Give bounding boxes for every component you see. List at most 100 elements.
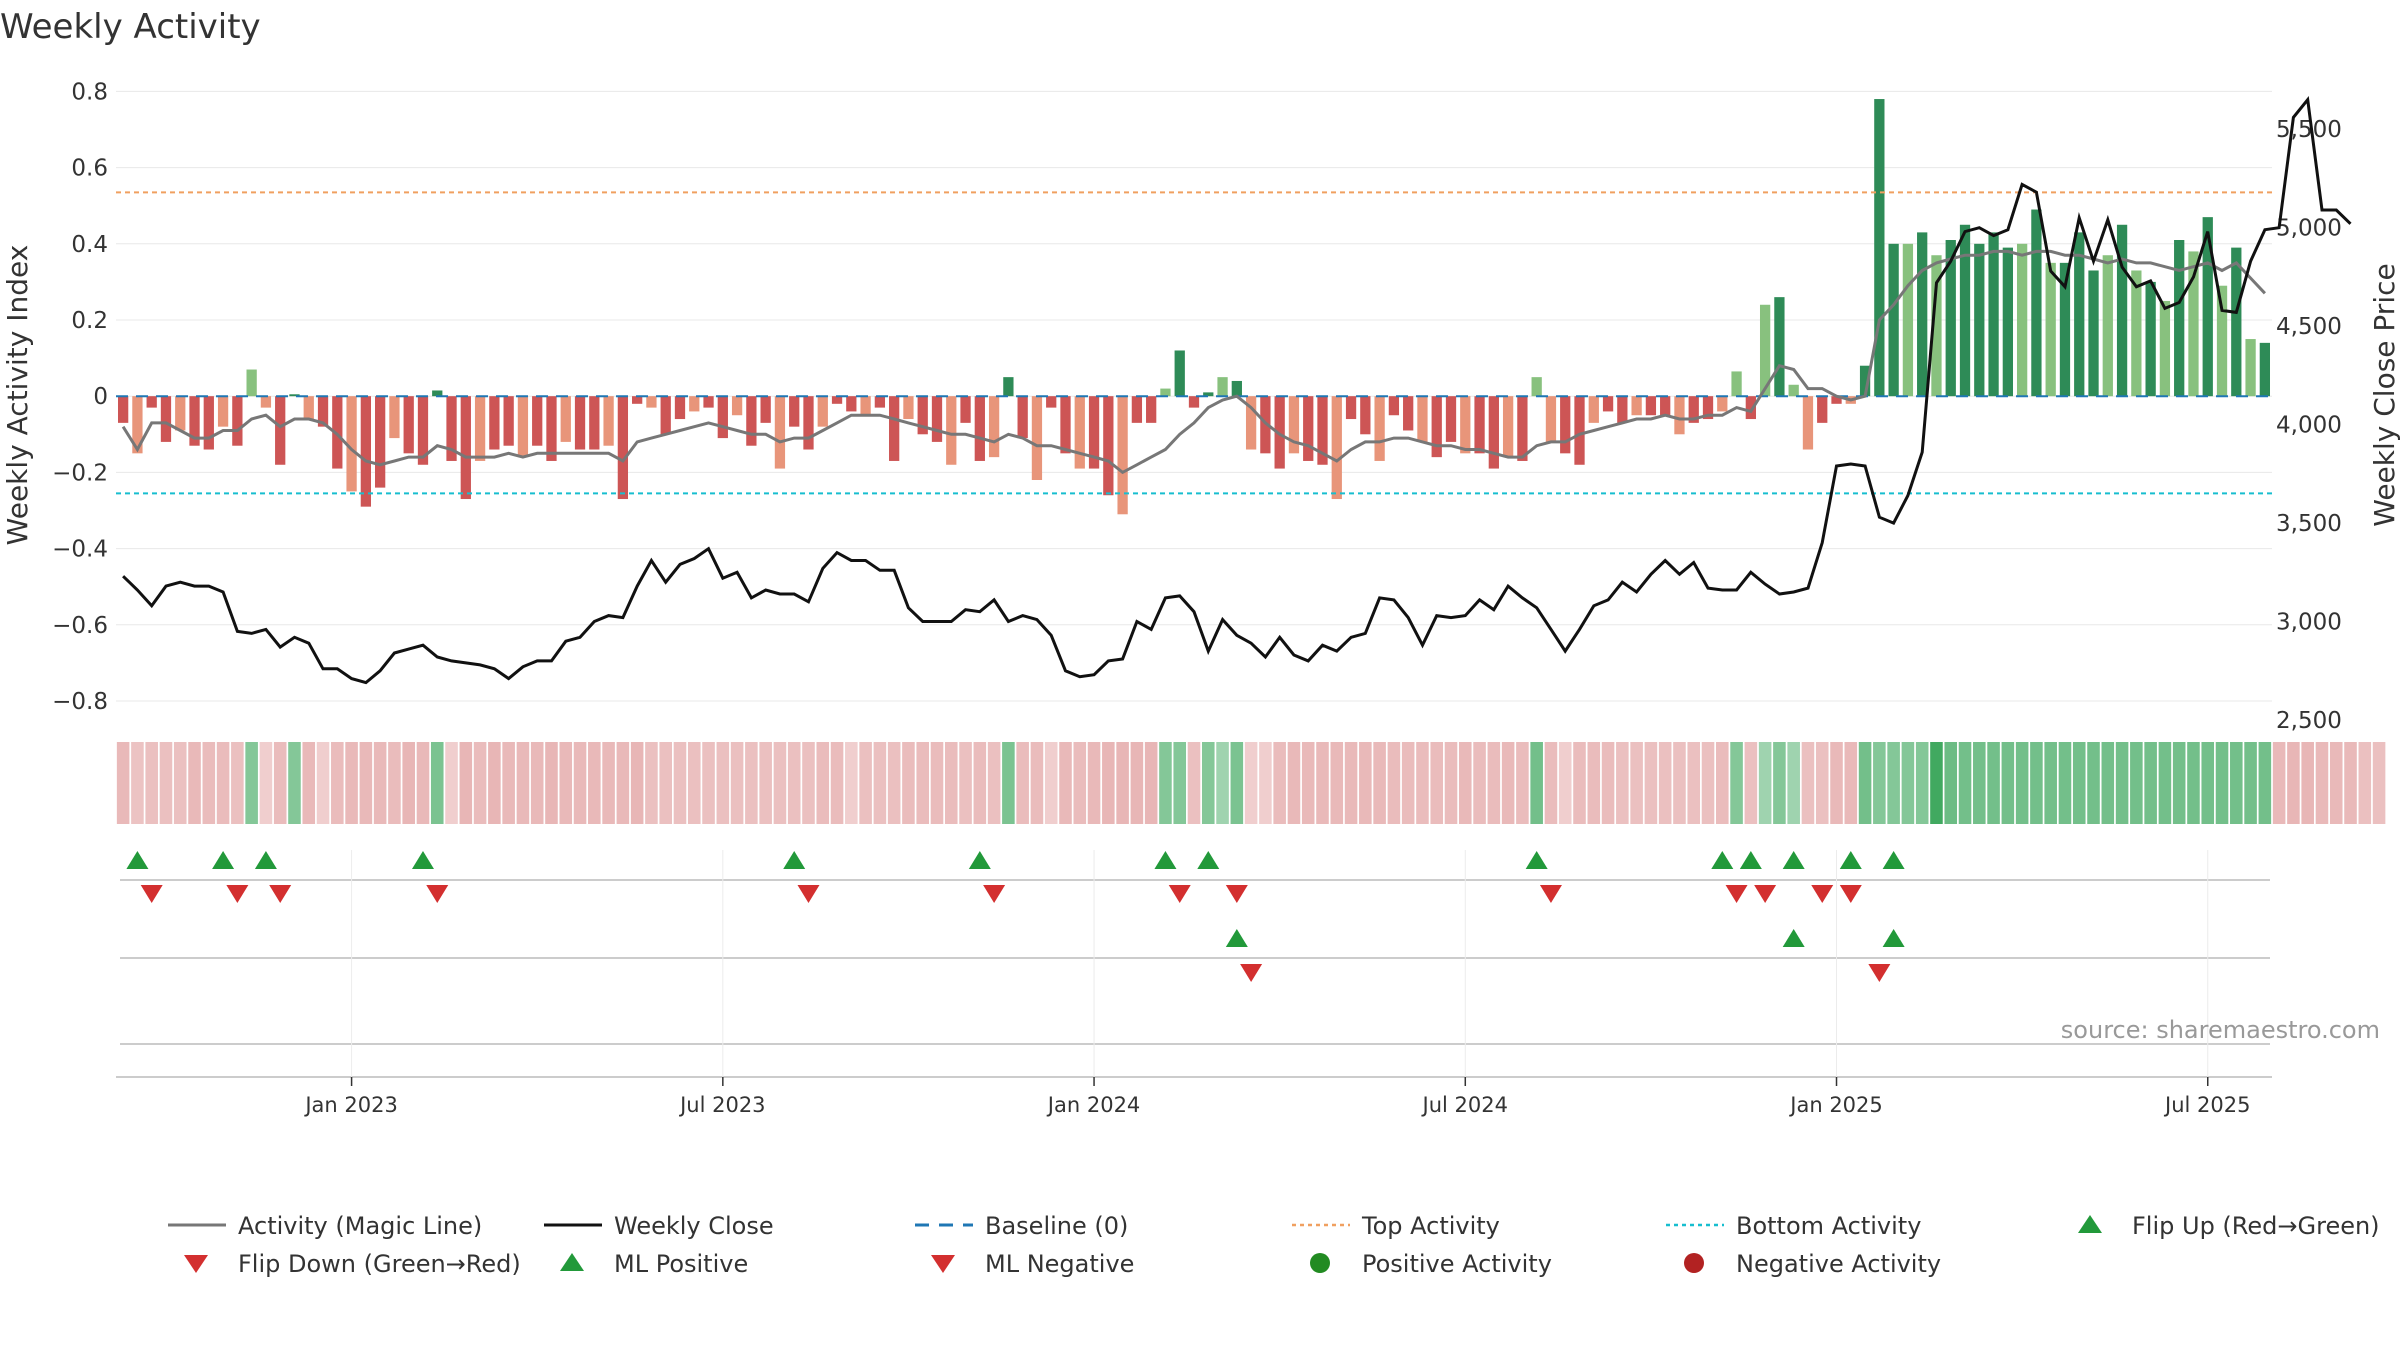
activity-bar <box>803 396 814 450</box>
ribbon-cell <box>1044 742 1058 824</box>
activity-bar <box>1060 396 1071 454</box>
activity-bar <box>2074 232 2085 397</box>
ribbon-cell <box>2187 742 2200 824</box>
activity-bar <box>1174 350 1185 397</box>
activity-bar <box>2231 247 2242 397</box>
activity-bar <box>1531 377 1542 397</box>
ribbon-cell <box>231 742 244 824</box>
ribbon-cell <box>302 742 316 824</box>
ribbon-cell <box>1487 742 1501 824</box>
ribbon-cell <box>1616 742 1629 824</box>
ribbon-cell <box>559 742 573 824</box>
ribbon-cell <box>1658 742 1672 824</box>
ribbon-cell <box>916 742 929 824</box>
activity-bar <box>546 396 557 461</box>
x-tick-label: Jul 2024 <box>1421 1093 1508 1117</box>
activity-bar <box>1245 396 1257 450</box>
legend-swatch <box>2078 1215 2102 1233</box>
ribbon-cell <box>2372 742 2386 824</box>
legend-swatch <box>184 1255 208 1273</box>
ribbon-cell <box>488 742 501 824</box>
flip-down-marker <box>1725 885 1748 903</box>
ribbon-cell <box>2329 742 2343 824</box>
ribbon-cell <box>1301 742 1315 824</box>
activity-bar <box>389 396 400 439</box>
ribbon-cell <box>188 742 201 824</box>
activity-bar <box>1702 396 1714 420</box>
activity-bar <box>1388 396 1400 416</box>
activity-bar <box>1902 243 1914 397</box>
ribbon-cell <box>1444 742 1458 824</box>
flip-up-marker <box>1711 851 1734 869</box>
flip-down-marker <box>1168 885 1191 903</box>
ribbon-cell <box>131 742 144 824</box>
ribbon-cell <box>1687 742 1701 824</box>
activity-bar <box>203 396 214 450</box>
activity-bar <box>360 396 372 507</box>
ribbon-cell <box>616 742 630 824</box>
activity-bar <box>2131 270 2142 397</box>
ribbon-cell <box>1102 742 1115 824</box>
chart-title: Weekly Activity <box>0 7 261 47</box>
ribbon-cell <box>787 742 801 824</box>
activity-bar <box>1831 396 1842 404</box>
ribbon-cell <box>1344 742 1358 824</box>
ribbon-cell <box>2030 742 2043 824</box>
ribbon-cell <box>973 742 987 824</box>
activity-bar <box>1817 396 1828 423</box>
activity-bar <box>1545 396 1557 442</box>
activity-bar <box>1488 396 1499 469</box>
activity-bar <box>817 396 828 427</box>
activity-bar <box>1431 396 1442 458</box>
ribbon-cell <box>1130 742 1144 824</box>
ribbon-cell <box>2115 742 2129 824</box>
ribbon-cell <box>1216 742 1229 824</box>
y2-axis-ticks: 5,500 5,000 4,500 4,000 3,500 3,000 2,500 <box>2276 117 2342 734</box>
activity-bar <box>2016 243 2028 397</box>
activity-bar <box>1759 304 1771 397</box>
activity-bar <box>1988 232 1999 397</box>
ribbon-cell <box>1773 742 1786 824</box>
activity-bar <box>375 396 386 488</box>
ribbon-cell <box>530 742 544 824</box>
ribbon-cell <box>1059 742 1072 824</box>
ribbon-cell <box>1316 742 1329 824</box>
flip-down-marker <box>983 885 1006 903</box>
ribbon-cell <box>1815 742 1829 824</box>
activity-bar <box>1217 377 1228 397</box>
ribbon-cell <box>459 742 473 824</box>
activity-bar <box>1117 396 1128 515</box>
ribbon-cell <box>1030 742 1044 824</box>
activity-bar <box>160 396 172 442</box>
activity-bar <box>1588 396 1599 423</box>
activity-bar <box>1360 396 1371 435</box>
ribbon-cell <box>1516 742 1529 824</box>
ribbon-cell <box>1915 742 1929 824</box>
flip-up-marker <box>212 851 235 869</box>
activity-bar <box>689 396 700 412</box>
activity-bar <box>1888 243 1899 397</box>
legend-item: Flip Up (Red→Green) <box>2078 1212 2380 1240</box>
ribbon-cell <box>816 742 830 824</box>
activity-bar <box>2174 240 2185 397</box>
ribbon-cell <box>1744 742 1758 824</box>
activity-bar <box>175 396 186 431</box>
ribbon-cell <box>773 742 787 824</box>
ribbon-cell <box>1630 742 1643 824</box>
activity-bar <box>2031 209 2042 397</box>
ribbon-cell <box>1501 742 1515 824</box>
y-tick-label: −0.2 <box>52 460 108 486</box>
ribbon-cell <box>502 742 515 824</box>
legend-label: Weekly Close <box>614 1212 774 1240</box>
activity-bar <box>2216 285 2228 397</box>
ribbon-cell <box>2258 742 2272 824</box>
activity-bar <box>1959 224 1971 397</box>
y2-tick-label: 3,500 <box>2276 511 2342 537</box>
activity-bar <box>831 396 843 404</box>
ribbon-cell <box>1087 742 1101 824</box>
activity-bar <box>1974 243 1985 397</box>
activity-bar <box>2116 224 2128 397</box>
ribbon-cell <box>1073 742 1087 824</box>
ribbon-cell <box>716 742 730 824</box>
